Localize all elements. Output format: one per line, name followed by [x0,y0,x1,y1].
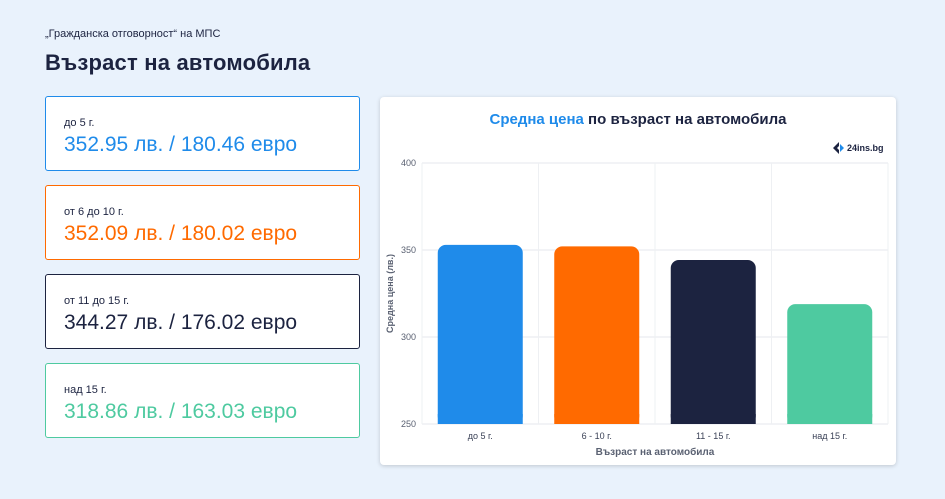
bar-base [437,414,523,424]
price-card-up-to-5: до 5 г. 352.95 лв. / 180.46 евро [45,96,360,171]
y-axis-label: Средна цена (лв.) [385,254,395,333]
price-card-11-to-15: от 11 до 15 г. 344.27 лв. / 176.02 евро [45,274,360,349]
price-card-over-15: над 15 г. 318.86 лв. / 163.03 евро [45,363,360,438]
bar-base [670,414,756,424]
chart-title-accent: Средна цена [489,111,584,128]
x-tick-label: до 5 г. [468,431,493,441]
card-label: над 15 г. [64,384,107,396]
y-tick-label: 400 [401,158,416,168]
bar [437,244,523,424]
chart-title-rest: по възраст на автомобила [583,111,787,128]
card-value: 352.95 лв. / 180.46 евро [64,133,298,156]
chart-panel: Средна цена по възраст на автомобила 24i… [380,97,896,465]
card-value: 352.09 лв. / 180.02 евро [64,222,298,245]
x-tick-label: над 15 г. [812,431,847,441]
logo-text: 24ins.bg [847,142,884,153]
chart-title: Средна цена по възраст на автомобила [380,111,896,128]
24ins-logo-icon [833,142,844,154]
x-axis-label: Възраст на автомобила [596,446,715,458]
card-value: 344.27 лв. / 176.02 евро [64,311,298,334]
bar-base [554,414,640,424]
card-label: от 6 до 10 г. [64,206,124,218]
page-subtitle: „Гражданска отговорност“ на МПС [45,28,221,40]
bar-base [787,414,873,424]
x-tick-label: 6 - 10 г. [582,431,612,441]
bar-chart: 250 300 350 400 до 5 г. 6 - 10 г. 11 - 15 г. на… [385,158,889,458]
card-label: от 11 до 15 г. [64,295,130,307]
bar [670,259,756,424]
brand-logo: 24ins.bg [832,142,884,154]
card-value: 318.86 лв. / 163.03 евро [64,400,298,423]
page-title: Възраст на автомобила [45,50,311,75]
y-tick-label: 350 [401,245,416,255]
card-label: до 5 г. [64,117,95,129]
y-tick-label: 300 [401,332,416,342]
bar [787,304,873,424]
x-tick-label: 11 - 15 г. [696,431,731,441]
bar [554,246,640,424]
price-card-6-to-10: от 6 до 10 г. 352.09 лв. / 180.02 евро [45,185,360,260]
y-tick-label: 250 [401,419,416,429]
